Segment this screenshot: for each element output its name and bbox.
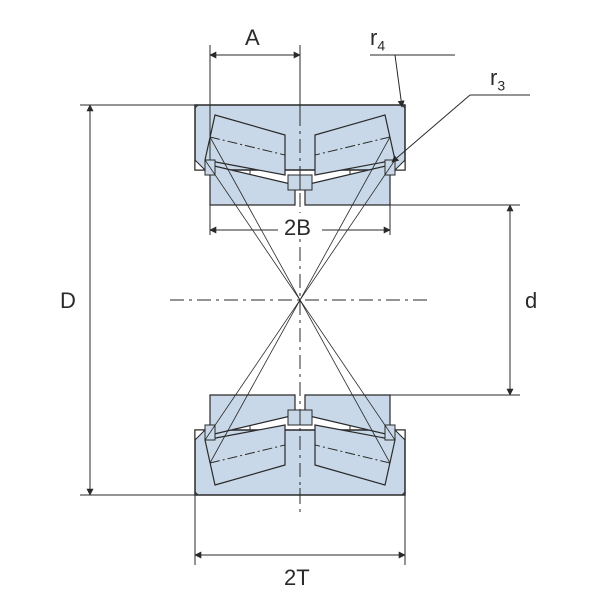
dimension-r4 [370, 55, 455, 107]
label-r4: r4 [370, 25, 385, 53]
label-2B: 2B [284, 215, 311, 241]
label-d: d [525, 288, 537, 314]
dimension-d [390, 205, 520, 395]
label-A: A [245, 25, 260, 51]
bearing-diagram [0, 0, 600, 600]
label-D: D [60, 288, 76, 314]
dimension-2T [195, 495, 405, 565]
label-2T: 2T [284, 565, 310, 591]
dimension-r3 [392, 95, 530, 162]
label-r3: r3 [490, 65, 505, 93]
